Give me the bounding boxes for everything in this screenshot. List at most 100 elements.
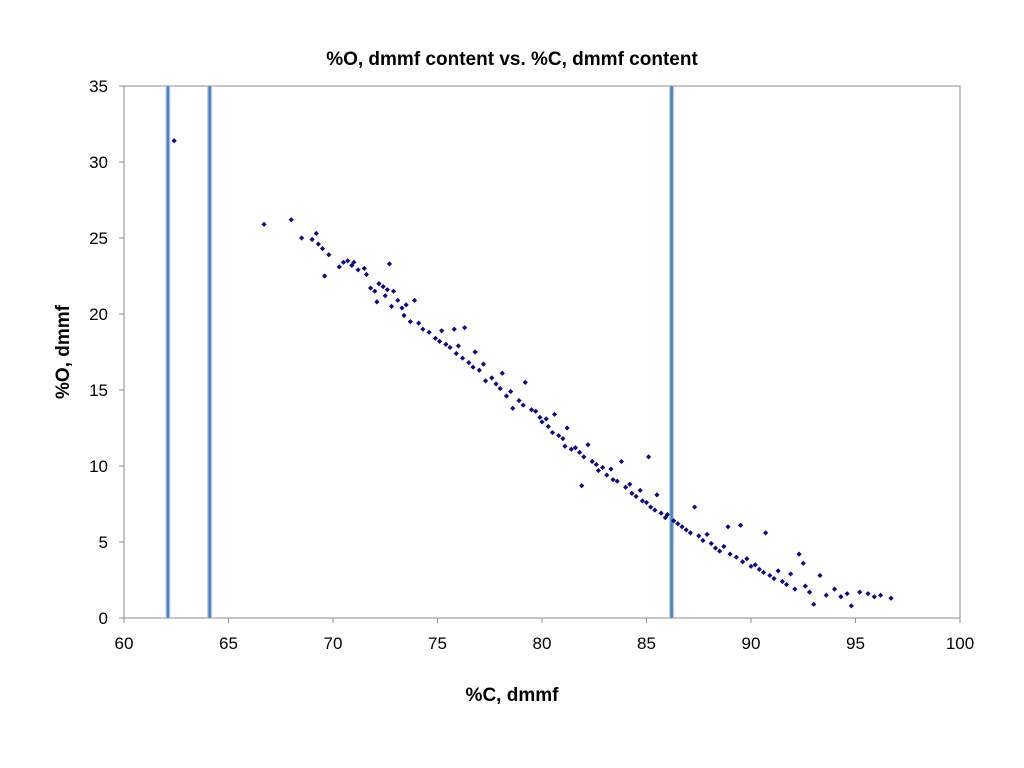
data-point [384, 287, 390, 293]
data-point [802, 583, 808, 589]
data-point [336, 264, 342, 270]
chart-title: %O, dmmf content vs. %C, dmmf content [326, 49, 698, 70]
data-point [395, 297, 401, 303]
data-point [568, 446, 574, 452]
data-point [806, 589, 813, 595]
data-point [533, 408, 539, 414]
data-point [564, 425, 570, 431]
data-point [608, 466, 614, 472]
data-point [748, 563, 754, 569]
data-point [752, 562, 758, 568]
data-point [811, 601, 817, 607]
data-point [299, 235, 305, 241]
x-tick-label: 75 [428, 634, 447, 653]
data-point [368, 285, 374, 291]
data-point [562, 443, 568, 449]
data-point [355, 267, 361, 273]
data-point [382, 293, 388, 299]
data-point [629, 490, 635, 496]
data-point [585, 442, 591, 448]
data-point [401, 312, 407, 319]
data-point [391, 288, 397, 294]
data-point [386, 261, 393, 267]
data-point [589, 458, 595, 465]
data-point [767, 572, 773, 579]
x-tick-label: 70 [324, 634, 343, 653]
data-point [792, 586, 798, 592]
data-point [374, 299, 380, 305]
data-point [572, 445, 579, 451]
data-point [783, 581, 790, 588]
data-point [763, 530, 769, 536]
data-point [725, 524, 731, 530]
data-point [733, 554, 739, 560]
data-points [171, 138, 894, 609]
data-point [771, 575, 777, 582]
data-point [543, 416, 549, 422]
data-point [453, 350, 459, 357]
data-point [388, 303, 395, 309]
data-point [482, 378, 489, 384]
data-point [436, 338, 443, 344]
data-point [447, 344, 453, 351]
data-point [455, 343, 461, 349]
x-tick-label: 60 [115, 634, 134, 653]
data-point [857, 589, 863, 595]
data-point [380, 284, 386, 290]
data-point [551, 411, 558, 417]
data-point [727, 551, 733, 557]
data-point [700, 537, 706, 544]
data-point [696, 533, 702, 539]
data-point [871, 594, 877, 600]
y-axis-ticks: 0 5 10 15 20 25 30 35 [89, 77, 124, 628]
data-point [838, 594, 844, 600]
data-point [593, 461, 599, 468]
data-point [261, 221, 267, 227]
data-point [340, 259, 347, 265]
data-point [760, 569, 767, 575]
data-point [600, 464, 606, 471]
data-point [877, 592, 884, 598]
data-point [637, 487, 643, 493]
data-point [372, 288, 378, 294]
data-point [888, 595, 894, 601]
data-point [363, 271, 370, 278]
data-point [817, 572, 823, 579]
data-point [595, 467, 602, 474]
y-tick-label: 15 [89, 381, 108, 400]
data-point [865, 591, 871, 597]
data-point [658, 510, 664, 516]
y-tick-label: 5 [99, 533, 108, 552]
data-point [679, 524, 685, 530]
data-point [648, 504, 654, 510]
data-point [319, 246, 326, 252]
data-point [520, 402, 526, 408]
y-tick-label: 0 [99, 609, 108, 628]
data-point [497, 385, 503, 392]
data-point [643, 499, 650, 506]
data-point [403, 302, 409, 308]
data-point [462, 325, 468, 331]
data-point [652, 507, 658, 513]
data-point [788, 571, 794, 577]
data-point [618, 458, 625, 465]
data-point [708, 540, 714, 547]
y-tick-label: 20 [89, 305, 108, 324]
data-point [499, 370, 505, 376]
data-point [508, 388, 514, 395]
data-point [691, 504, 698, 510]
data-point [315, 241, 321, 247]
data-point [470, 364, 476, 370]
y-tick-label: 10 [89, 457, 108, 476]
data-point [420, 326, 426, 332]
data-point [459, 355, 466, 361]
x-tick-label: 100 [946, 634, 974, 653]
data-point [376, 281, 382, 287]
x-tick-label: 90 [742, 634, 761, 653]
data-point [361, 265, 367, 271]
y-tick-label: 25 [89, 229, 108, 248]
data-point [779, 578, 785, 585]
data-point [432, 335, 439, 341]
data-point [493, 381, 499, 387]
data-point [472, 349, 478, 355]
